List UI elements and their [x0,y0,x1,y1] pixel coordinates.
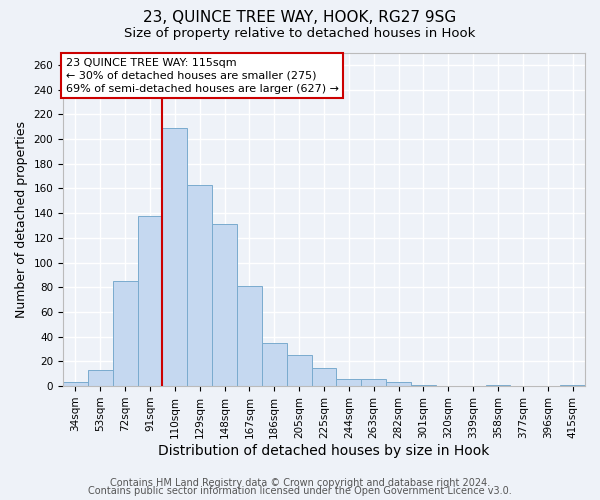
Bar [212,224,237,386]
Bar [88,370,113,386]
Bar [63,382,88,386]
Text: Contains HM Land Registry data © Crown copyright and database right 2024.: Contains HM Land Registry data © Crown c… [110,478,490,488]
Bar [262,343,287,386]
Bar [337,378,361,386]
X-axis label: Distribution of detached houses by size in Hook: Distribution of detached houses by size … [158,444,490,458]
Bar [311,368,337,386]
Bar [411,385,436,386]
Bar [386,382,411,386]
Y-axis label: Number of detached properties: Number of detached properties [15,121,28,318]
Text: 23 QUINCE TREE WAY: 115sqm
← 30% of detached houses are smaller (275)
69% of sem: 23 QUINCE TREE WAY: 115sqm ← 30% of deta… [65,58,338,94]
Text: Contains public sector information licensed under the Open Government Licence v3: Contains public sector information licen… [88,486,512,496]
Bar [361,378,386,386]
Bar [187,184,212,386]
Bar [113,281,137,386]
Bar [163,128,187,386]
Bar [137,216,163,386]
Bar [560,385,585,386]
Bar [287,355,311,386]
Bar [237,286,262,386]
Bar [485,385,511,386]
Text: 23, QUINCE TREE WAY, HOOK, RG27 9SG: 23, QUINCE TREE WAY, HOOK, RG27 9SG [143,10,457,25]
Text: Size of property relative to detached houses in Hook: Size of property relative to detached ho… [124,28,476,40]
